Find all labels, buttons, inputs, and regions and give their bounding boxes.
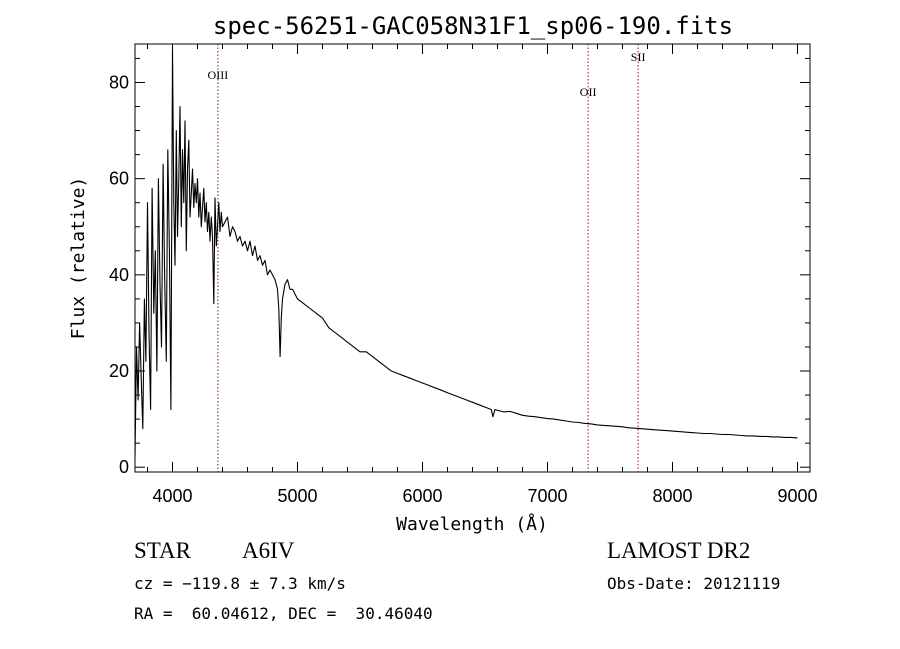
axis-ticks: 4000 5000 6000 7000 8000 9000 0 20 40 60 80 xyxy=(109,44,818,506)
chart-title: spec-56251-GAC058N31F1_sp06-190.fits xyxy=(213,12,733,40)
y-tick-label: 60 xyxy=(109,169,129,189)
line-marker-label-sii: SII xyxy=(631,50,646,64)
line-marker-label-oiii: OIII xyxy=(208,68,229,82)
plot-frame xyxy=(134,43,811,473)
object-class: STAR xyxy=(134,538,191,563)
y-tick-label: 0 xyxy=(119,457,129,477)
plot-border xyxy=(134,43,811,473)
spectrum-line-0 xyxy=(134,48,798,458)
line-markers: OIII OII SII xyxy=(208,44,646,472)
x-tick-label: 7000 xyxy=(527,486,567,506)
x-tick-label: 6000 xyxy=(402,486,442,506)
x-tick-label: 9000 xyxy=(777,486,817,506)
x-axis-label: Wavelength (Å) xyxy=(396,513,548,535)
object-subclass: A6IV xyxy=(242,538,295,563)
obs-date-text: Obs-Date: 20121119 xyxy=(607,574,781,593)
y-tick-label: 40 xyxy=(109,265,129,285)
spectrum-series xyxy=(134,48,798,458)
x-tick-label: 8000 xyxy=(652,486,692,506)
redshift-text: cz = −119.8 ± 7.3 km/s xyxy=(134,574,346,593)
survey-name: LAMOST DR2 xyxy=(607,538,751,563)
y-tick-label: 80 xyxy=(109,72,129,92)
x-tick-label: 5000 xyxy=(277,486,317,506)
line-marker-label-oii: OII xyxy=(580,85,597,99)
y-axis-label: Flux (relative) xyxy=(68,177,89,340)
x-tick-label: 4000 xyxy=(152,486,192,506)
coordinates-text: RA = 60.04612, DEC = 30.46040 xyxy=(134,604,433,623)
y-tick-label: 20 xyxy=(109,361,129,381)
